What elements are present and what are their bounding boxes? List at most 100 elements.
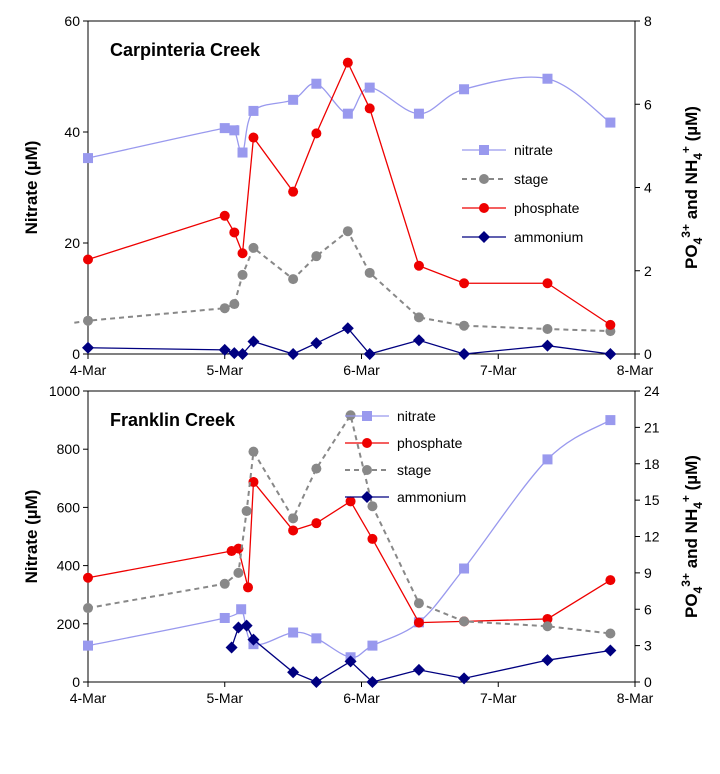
data-point-phosphate bbox=[233, 543, 244, 554]
data-point-stage bbox=[241, 506, 252, 517]
legend-label-ammonium: ammonium bbox=[514, 229, 583, 245]
data-point-phosphate bbox=[229, 227, 240, 238]
data-point-ammonium bbox=[310, 676, 323, 688]
data-point-phosphate bbox=[237, 248, 248, 259]
data-point-nitrate bbox=[364, 82, 375, 93]
y2-tick-label: 8 bbox=[644, 13, 652, 29]
chart-title: Franklin Creek bbox=[110, 410, 236, 430]
y2-label-sup2: + bbox=[679, 146, 693, 153]
y2-tick-label: 2 bbox=[644, 263, 652, 279]
y2-label-sup1: 3+ bbox=[679, 573, 693, 587]
data-point-ammonium bbox=[344, 655, 357, 668]
y-tick-label: 60 bbox=[64, 13, 80, 29]
plot-frame bbox=[87, 390, 636, 683]
data-point-phosphate bbox=[288, 186, 299, 197]
chart-0: 0 20 40 60 0 2 4 6 8 4-Mar 5-Mar 6-Mar 7-Mar 8-Mar Nit… bbox=[22, 13, 705, 378]
data-point-nitrate bbox=[605, 117, 616, 128]
data-point-ammonium bbox=[236, 348, 249, 360]
y2-tick-label: 12 bbox=[644, 529, 660, 545]
y-axis-label: Nitrate (µM) bbox=[22, 490, 41, 584]
data-point-phosphate bbox=[242, 582, 253, 593]
series-line-stage bbox=[87, 412, 611, 635]
series-stage bbox=[74, 226, 616, 337]
data-point-phosphate bbox=[248, 132, 259, 143]
series-line-phosphate bbox=[87, 61, 611, 326]
y-axis-label: Nitrate (µM) bbox=[22, 141, 41, 235]
data-point-phosphate bbox=[311, 518, 322, 529]
y-tick-label: 800 bbox=[57, 441, 81, 457]
legend-marker-phosphate bbox=[362, 438, 372, 448]
y-tick-label: 600 bbox=[57, 499, 81, 515]
data-point-stage bbox=[367, 501, 378, 512]
data-point-nitrate bbox=[459, 84, 470, 95]
y-tick-label: 1000 bbox=[49, 383, 80, 399]
data-point-ammonium bbox=[247, 633, 260, 646]
x-tick-label: 7-Mar bbox=[480, 690, 517, 706]
legend: nitrate stage phosphate ammonium bbox=[462, 142, 583, 245]
data-point-ammonium bbox=[604, 348, 617, 360]
y2-tick-label: 21 bbox=[644, 419, 660, 435]
y2-tick-label: 15 bbox=[644, 492, 660, 508]
data-point-ammonium bbox=[228, 347, 241, 360]
legend-marker-nitrate bbox=[479, 145, 489, 155]
series-nitrate bbox=[83, 73, 616, 164]
y2-label-prefix: PO bbox=[682, 593, 701, 618]
data-point-phosphate bbox=[83, 572, 93, 583]
data-point-stage bbox=[413, 312, 424, 323]
plot-frame bbox=[87, 20, 636, 355]
x-tick-label: 6-Mar bbox=[343, 690, 380, 706]
data-point-phosphate bbox=[219, 210, 230, 221]
data-point-stage bbox=[83, 603, 93, 614]
data-point-phosphate bbox=[542, 278, 553, 289]
series-phosphate bbox=[83, 476, 616, 628]
data-point-ammonium bbox=[412, 663, 425, 676]
y2-label-mid: and NH bbox=[682, 509, 701, 573]
y2-tick-label: 6 bbox=[644, 96, 652, 112]
y2-label-sub1: 4 bbox=[691, 586, 705, 593]
x-tick-label: 8-Mar bbox=[617, 690, 654, 706]
data-point-ammonium bbox=[225, 641, 238, 654]
y2-label-sub2: 4 bbox=[691, 153, 705, 160]
data-point-ammonium bbox=[287, 666, 300, 679]
data-point-nitrate bbox=[288, 627, 299, 638]
data-point-nitrate bbox=[367, 640, 378, 651]
data-point-phosphate bbox=[605, 575, 616, 586]
y2-label-suffix: (µM) bbox=[682, 106, 701, 146]
data-point-stage bbox=[248, 242, 259, 253]
legend-marker-nitrate bbox=[362, 411, 372, 421]
y2-label-sup1: 3+ bbox=[679, 224, 693, 238]
data-point-ammonium bbox=[232, 621, 245, 634]
y2-axis-label: PO43+ and NH4+ (µM) bbox=[679, 106, 705, 269]
chart-title: Carpinteria Creek bbox=[110, 40, 261, 60]
y-tick-label: 0 bbox=[72, 346, 80, 362]
data-point-nitrate bbox=[236, 604, 247, 615]
data-point-phosphate bbox=[364, 103, 375, 114]
data-point-nitrate bbox=[83, 640, 93, 651]
data-point-nitrate bbox=[288, 94, 299, 105]
data-point-phosphate bbox=[542, 613, 553, 624]
x-tick-label: 4-Mar bbox=[70, 362, 107, 378]
y2-tick-label: 9 bbox=[644, 565, 652, 581]
data-point-stage bbox=[345, 410, 356, 421]
data-point-nitrate bbox=[219, 612, 230, 623]
y2-tick-label: 24 bbox=[644, 383, 660, 399]
series-phosphate bbox=[83, 57, 616, 330]
y-tick-label: 200 bbox=[57, 616, 81, 632]
data-point-stage bbox=[229, 299, 240, 310]
y2-tick-label: 18 bbox=[644, 456, 660, 472]
x-tick-label: 8-Mar bbox=[617, 362, 654, 378]
y2-label-prefix: PO bbox=[682, 244, 701, 269]
data-point-stage bbox=[311, 251, 322, 262]
data-point-ammonium bbox=[604, 644, 617, 657]
data-point-stage bbox=[219, 578, 230, 589]
data-point-stage bbox=[311, 463, 322, 474]
series-stage bbox=[83, 410, 616, 639]
data-point-ammonium bbox=[541, 339, 554, 352]
y2-tick-label: 0 bbox=[644, 674, 652, 690]
legend-label-stage: stage bbox=[514, 171, 548, 187]
data-point-nitrate bbox=[311, 78, 322, 89]
data-point-stage bbox=[342, 226, 353, 237]
data-point-stage bbox=[288, 513, 299, 524]
series-line-nitrate bbox=[87, 419, 611, 659]
data-point-nitrate bbox=[229, 125, 240, 136]
